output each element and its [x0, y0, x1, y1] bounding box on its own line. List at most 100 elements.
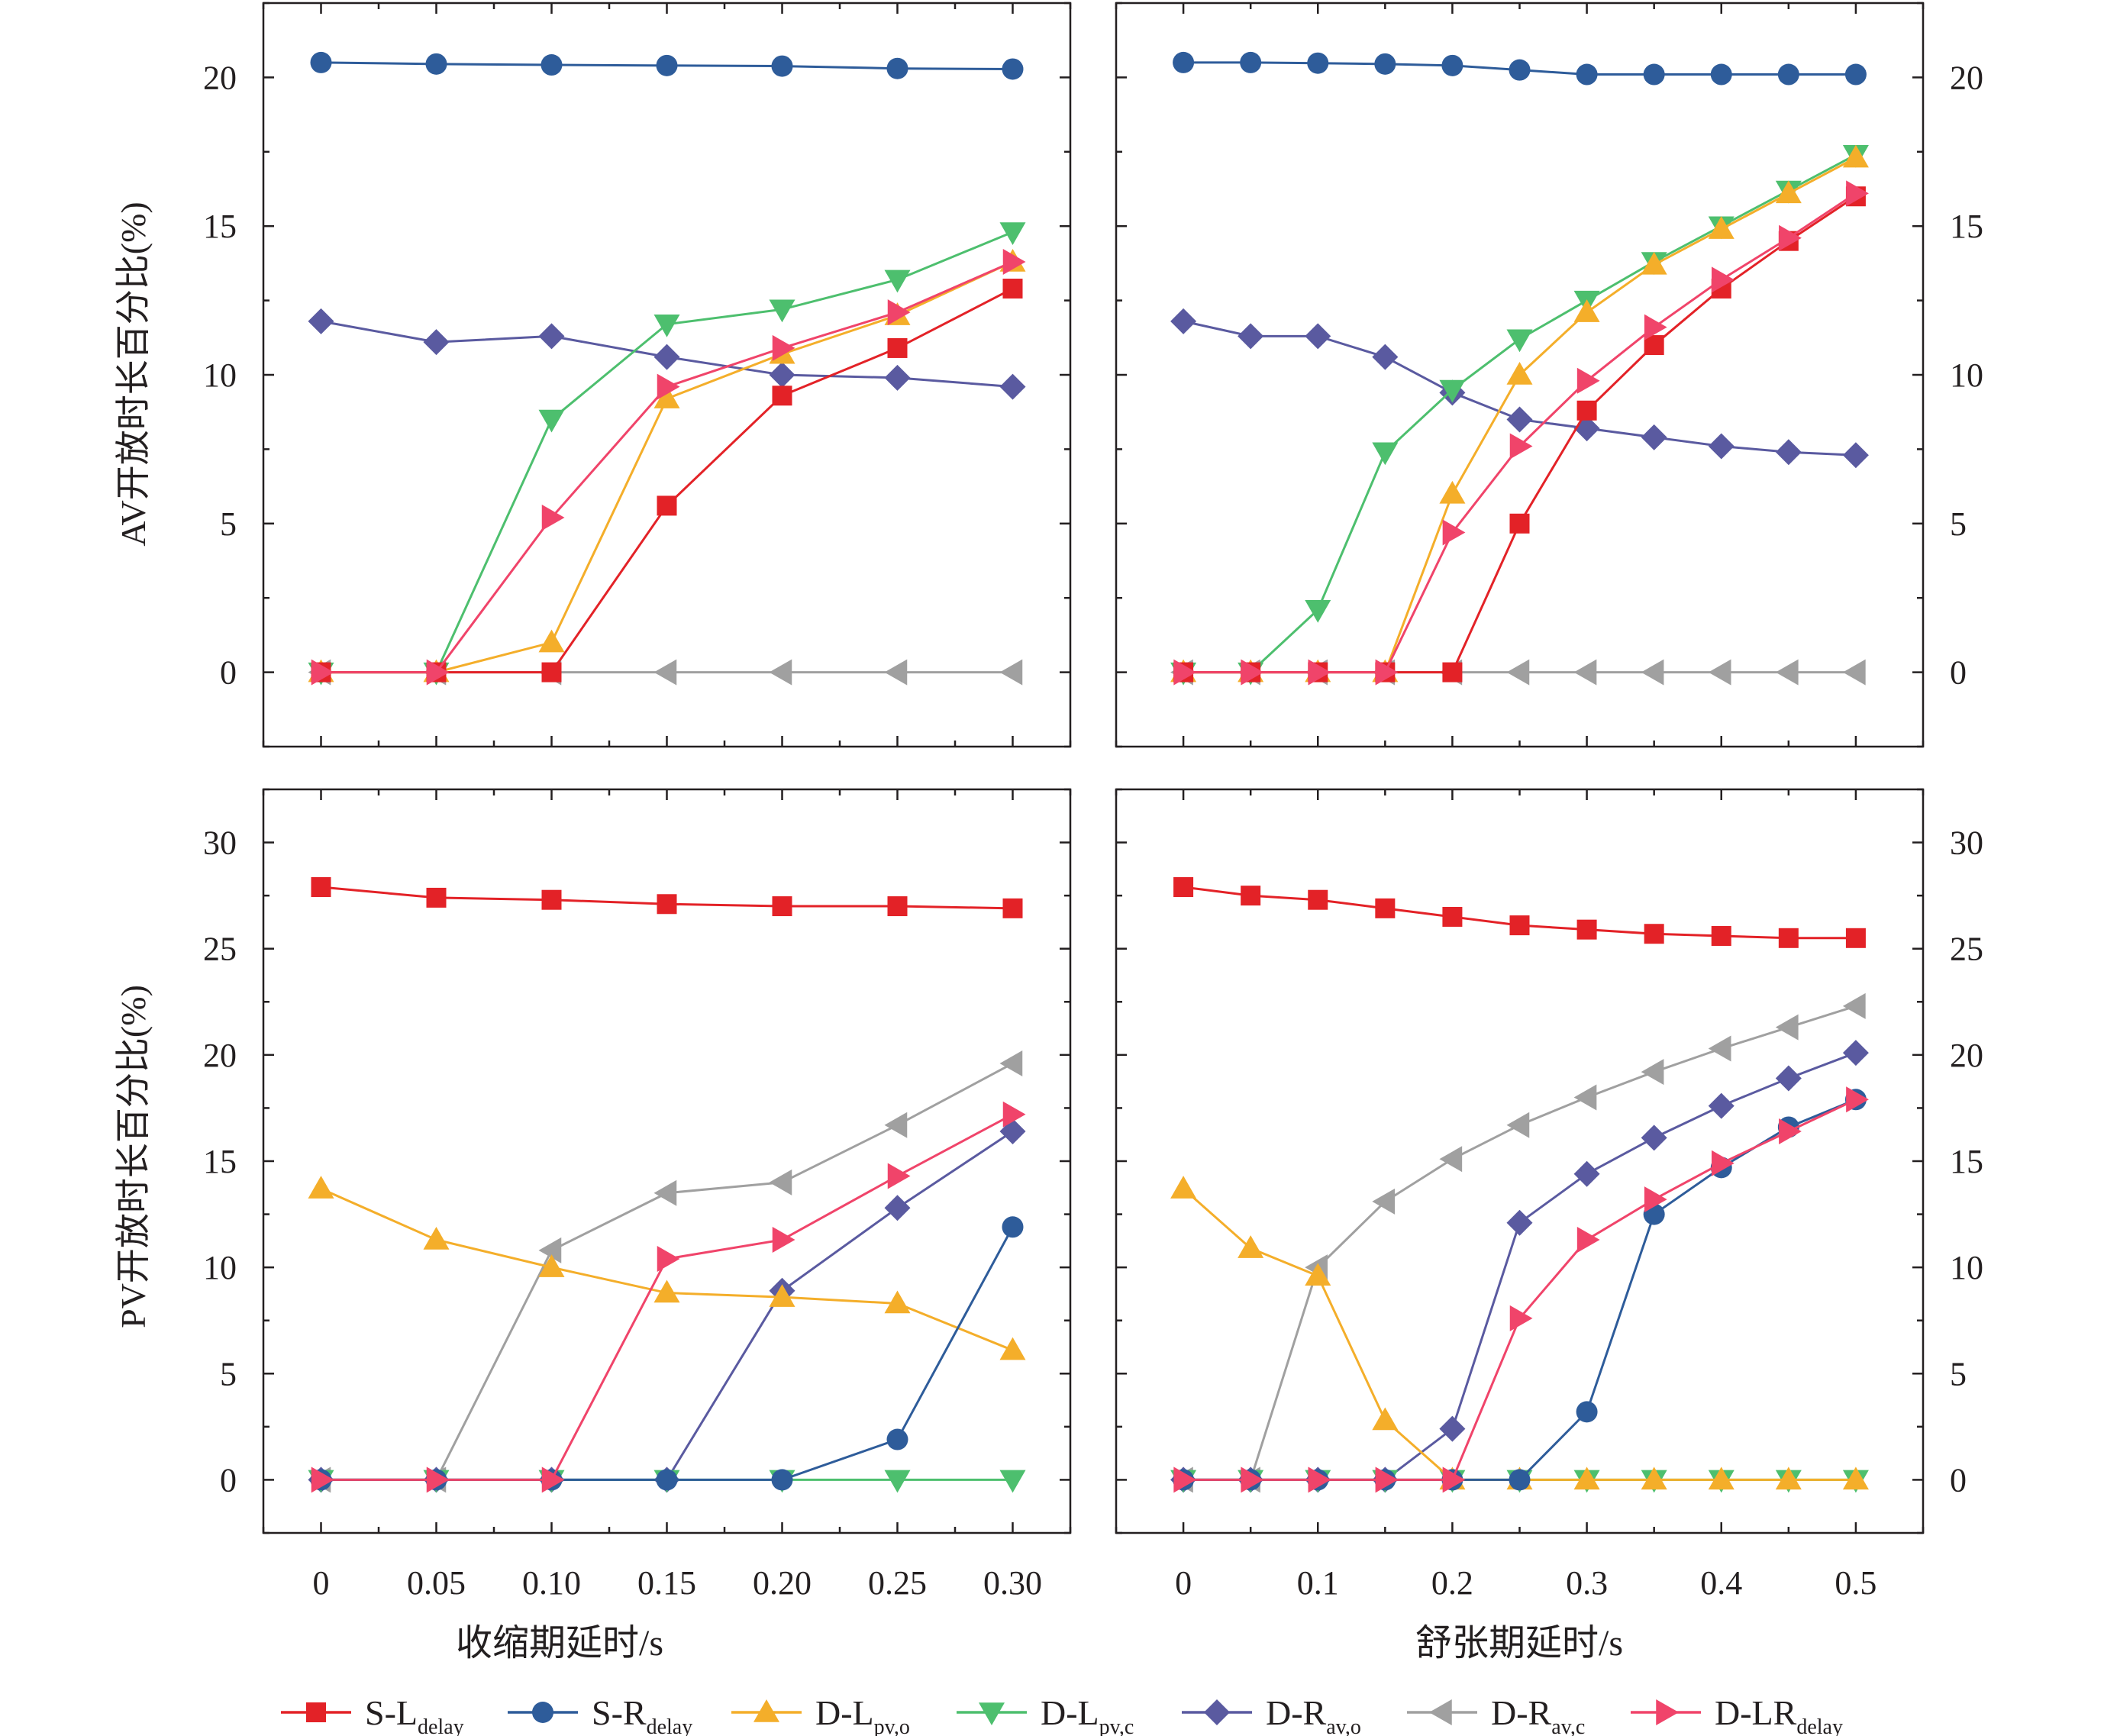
series-D-R_av,o — [308, 308, 1026, 400]
data-point — [769, 659, 792, 686]
data-point — [426, 887, 447, 908]
data-point — [1576, 919, 1597, 940]
data-point — [541, 54, 563, 76]
x-tick-label: 0 — [313, 1564, 330, 1602]
x-tick-label: 0.3 — [1566, 1564, 1608, 1602]
data-point — [653, 659, 677, 686]
data-point — [1442, 1467, 1466, 1493]
data-point — [1576, 367, 1600, 394]
legend-label: S-Rdelay — [592, 1693, 692, 1736]
data-point — [1002, 58, 1024, 80]
y-tick-label: 5 — [220, 1355, 237, 1392]
data-point — [1241, 886, 1261, 906]
data-point — [1305, 600, 1331, 623]
series-S-L_delay — [311, 877, 1023, 918]
data-point — [1778, 928, 1799, 948]
data-point — [1506, 362, 1533, 385]
plot-frame — [262, 2, 1072, 748]
data-point — [541, 505, 565, 531]
y-tick-label: 10 — [1950, 1249, 1983, 1286]
data-point — [1708, 433, 1735, 460]
x-tick-label: 0.1 — [1297, 1564, 1339, 1602]
legend-marker — [532, 1702, 553, 1723]
data-point — [653, 315, 680, 337]
series-D-R_av,o — [1170, 1040, 1869, 1493]
data-point — [1644, 335, 1664, 356]
data-point — [772, 334, 795, 361]
series-line — [1183, 1098, 1857, 1481]
data-point — [1710, 63, 1732, 86]
data-point — [999, 1050, 1023, 1076]
y-tick-label: 0 — [220, 654, 237, 692]
data-point — [1238, 323, 1264, 350]
series-line — [321, 231, 1014, 674]
data-point — [999, 1470, 1026, 1493]
data-point — [1641, 424, 1667, 450]
series-line — [1183, 1051, 1857, 1481]
data-point — [887, 337, 908, 358]
data-point — [769, 1169, 792, 1196]
data-point — [884, 1112, 908, 1138]
data-point — [1641, 659, 1664, 686]
data-point — [426, 659, 450, 686]
series-line — [1183, 1005, 1857, 1481]
legend-label: D-Rav,c — [1491, 1693, 1585, 1736]
series-S-R_delay — [310, 51, 1024, 80]
data-point — [653, 1279, 680, 1303]
series-D-L_pv,o — [308, 248, 1026, 682]
x-tick-label: 0.4 — [1700, 1564, 1742, 1602]
data-point — [538, 1254, 565, 1277]
legend-item: S-Rdelay — [508, 1693, 692, 1736]
data-point — [1506, 329, 1533, 353]
series-line — [321, 1130, 1014, 1481]
data-point — [771, 1469, 793, 1491]
y-tick-label: 20 — [1950, 1037, 1983, 1074]
data-point — [887, 1163, 911, 1189]
data-point — [1641, 251, 1667, 275]
data-point — [1372, 442, 1399, 466]
x-tick-label: 0.5 — [1835, 1564, 1876, 1602]
data-point — [887, 896, 908, 917]
data-point — [1241, 1467, 1264, 1493]
data-point — [772, 386, 792, 406]
data-point — [423, 1226, 450, 1250]
data-point — [1777, 63, 1799, 86]
data-point — [1573, 659, 1597, 686]
data-point — [1173, 659, 1197, 686]
data-point — [1576, 63, 1598, 86]
data-point — [1708, 1035, 1731, 1062]
legend-item: D-LRdelay — [1631, 1693, 1843, 1736]
y-tick-label: 0 — [1950, 1461, 1967, 1499]
series-line — [1183, 1098, 1857, 1481]
panel-top-right: 0 5 10 15 20 — [1115, 2, 1983, 748]
series-D-R_av,c — [308, 1050, 1023, 1493]
x-tick-label: 0.20 — [753, 1564, 812, 1602]
legend-item: D-Rav,o — [1182, 1693, 1361, 1736]
y-tick-label: 20 — [203, 1037, 237, 1074]
data-point — [1002, 1216, 1024, 1238]
legend-item: D-Lpv,c — [957, 1693, 1134, 1736]
data-point — [1308, 889, 1328, 910]
y-tick-label: 15 — [1950, 208, 1983, 245]
data-point — [1576, 1401, 1598, 1423]
data-point — [311, 659, 334, 686]
data-point — [538, 409, 565, 433]
data-point — [1842, 1467, 1869, 1490]
series-line — [320, 1187, 1014, 1352]
series-D-R_av,c — [1170, 992, 1866, 1493]
series-D-LR_delay — [1173, 1086, 1869, 1493]
y-tick-label: 20 — [1950, 59, 1983, 96]
y-tick-label: 5 — [220, 505, 237, 543]
legend-label: S-Ldelay — [365, 1693, 464, 1736]
series-S-L_delay — [1173, 877, 1866, 948]
y-tick-label: 15 — [1950, 1143, 1983, 1180]
data-point — [1439, 1146, 1463, 1173]
data-point — [769, 299, 795, 323]
data-point — [1372, 1407, 1399, 1431]
data-point — [1775, 1467, 1802, 1490]
data-point — [1441, 54, 1463, 76]
data-point — [1708, 659, 1731, 686]
data-point — [1641, 1125, 1667, 1151]
data-point — [1708, 216, 1735, 239]
plot-frame — [1115, 788, 1925, 1534]
